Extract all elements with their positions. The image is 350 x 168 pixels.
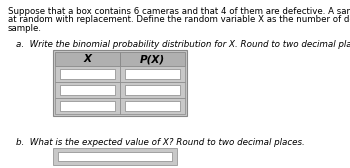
Bar (125, 85, 180, 95)
Bar (53, 148, 177, 165)
Bar (53, 50, 187, 116)
Bar (120, 66, 185, 82)
Text: P(X): P(X) (140, 54, 165, 64)
Bar (120, 98, 185, 114)
Bar (58, 152, 172, 161)
Bar (60, 101, 115, 111)
Text: b.  What is the expected value of X? Round to two decimal places.: b. What is the expected value of X? Roun… (16, 138, 305, 147)
Bar (55, 98, 120, 114)
Bar (60, 69, 115, 79)
Bar (125, 69, 180, 79)
Bar (55, 66, 120, 82)
Text: a.  Write the binomial probability distribution for X. Round to two decimal plac: a. Write the binomial probability distri… (16, 40, 350, 49)
Bar (60, 85, 115, 95)
Bar (55, 82, 120, 98)
Bar (125, 101, 180, 111)
Text: at random with replacement. Define the random variable X as the number of defect: at random with replacement. Define the r… (8, 15, 350, 25)
Bar (120, 52, 185, 66)
Text: Suppose that a box contains 6 cameras and that 4 of them are defective. A sample: Suppose that a box contains 6 cameras an… (8, 7, 350, 16)
Text: sample.: sample. (8, 24, 42, 33)
Bar (120, 82, 185, 98)
Text: X: X (84, 54, 91, 64)
Bar (55, 52, 120, 66)
